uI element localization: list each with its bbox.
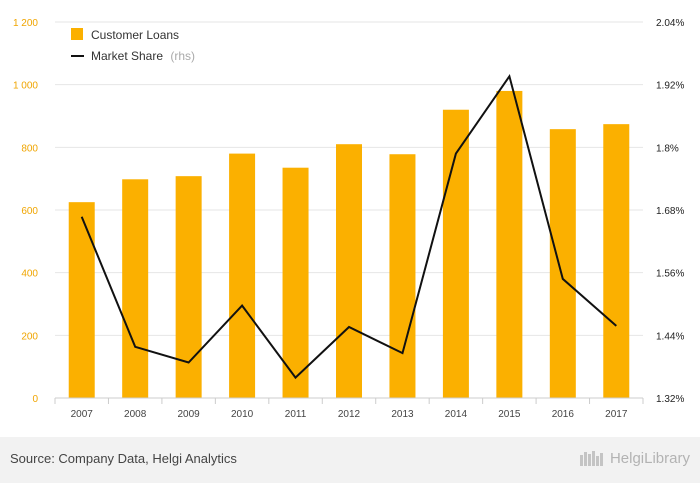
right-axis-tick-label: 1.44% <box>656 331 684 342</box>
left-axis-tick-label: 600 <box>21 206 38 217</box>
x-axis-label-2016: 2016 <box>552 409 575 420</box>
bar-2011 <box>282 167 309 398</box>
x-axis-label-2017: 2017 <box>605 409 628 420</box>
legend: Customer Loans Market Share (rhs) <box>71 28 195 63</box>
bar-2017 <box>603 124 630 398</box>
source-note: Source: Company Data, Helgi Analytics <box>10 451 237 466</box>
library-icon <box>579 451 603 466</box>
left-axis-tick-label: 400 <box>21 269 38 280</box>
bar-2007 <box>68 202 95 398</box>
right-axis-tick-label: 1.68% <box>656 206 684 217</box>
helgi-library-logo: HelgiLibrary <box>579 449 690 467</box>
right-axis-tick-label: 1.56% <box>656 269 684 280</box>
x-axis-ticks <box>54 398 644 404</box>
right-axis-labels: 1.32% 1.44% 1.56% 1.68% 1.8% 1.92% 2.04% <box>656 18 684 405</box>
left-axis-tick-label: 1 000 <box>13 81 38 92</box>
left-axis-tick-label: 200 <box>21 331 38 342</box>
left-axis-tick-label: 0 <box>32 394 38 405</box>
right-axis-tick-label: 2.04% <box>656 18 684 29</box>
logo-text: HelgiLibrary <box>609 449 690 467</box>
x-axis-label-2014: 2014 <box>445 409 468 420</box>
left-axis-tick-label: 1 200 <box>13 18 38 29</box>
x-axis-labels: 2007 2008 2009 2010 2011 2012 2013 2014 2015 2016… <box>71 409 628 420</box>
legend-swatch-customer-loans <box>71 28 83 40</box>
bar-2014 <box>442 109 469 398</box>
right-axis-tick-label: 1.92% <box>656 81 684 92</box>
legend-label-market-share: Market Share (rhs) <box>91 49 195 63</box>
left-axis-labels: 0 200 400 600 800 1 000 1 200 <box>13 18 38 405</box>
x-axis-label-2010: 2010 <box>231 409 254 420</box>
x-axis-label-2013: 2013 <box>391 409 414 420</box>
bar-2013 <box>389 154 416 398</box>
bar-2015 <box>496 90 523 398</box>
bar-2010 <box>229 153 256 398</box>
x-axis-label-2015: 2015 <box>498 409 521 420</box>
x-axis-label-2012: 2012 <box>338 409 361 420</box>
market-share-line <box>80 73 617 380</box>
right-axis-tick-label: 1.32% <box>656 394 684 405</box>
left-axis-tick-label: 800 <box>21 143 38 154</box>
bar-2009 <box>175 176 202 398</box>
legend-label-market-share-suffix: (rhs) <box>170 49 195 63</box>
x-axis-label-2007: 2007 <box>71 409 94 420</box>
x-axis-label-2008: 2008 <box>124 409 147 420</box>
combo-chart: 2007 2008 2009 2010 2011 2012 2013 2014 2015 2016… <box>13 18 684 420</box>
x-axis-label-2009: 2009 <box>178 409 201 420</box>
bar-2016 <box>549 129 576 398</box>
bar-2008 <box>122 179 149 398</box>
bar-2012 <box>336 144 362 398</box>
x-axis-label-2011: 2011 <box>285 409 307 420</box>
footer: Source: Company Data, Helgi Analytics He… <box>0 437 700 483</box>
legend-label-market-share-name: Market Share <box>91 49 163 63</box>
right-axis-tick-label: 1.8% <box>656 143 679 154</box>
legend-label-customer-loans: Customer Loans <box>91 28 179 42</box>
